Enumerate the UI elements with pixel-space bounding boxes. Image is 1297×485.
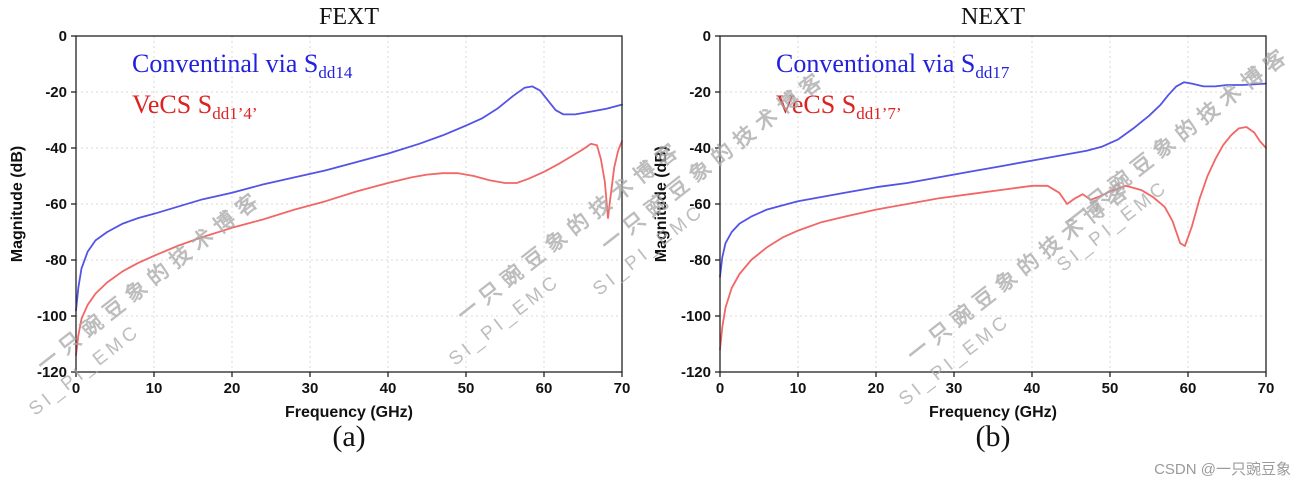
x-tick-label: 30 — [946, 380, 963, 397]
legend-entry-0: Conventinal via Sdd14 — [132, 49, 353, 82]
next-chart-panel: 0 10 20 30 40 50 60 70 0 -20 -40 -60 -80 -100 -120 Freq… — [650, 2, 1290, 454]
x-tick-label: 70 — [1258, 380, 1275, 397]
y-tick-label: -80 — [45, 252, 67, 269]
x-tick-label: 0 — [72, 380, 80, 397]
y-axis-label: Magnitude (dB) — [653, 146, 670, 262]
csdn-credit: CSDN @一只豌豆象 — [1154, 461, 1291, 478]
x-tick-label: 20 — [868, 380, 885, 397]
series-path-0 — [75, 85, 623, 312]
next-chart: 0 10 20 30 40 50 60 70 0 -20 -40 -60 -80 -100 -120 Freq… — [653, 4, 1275, 421]
y-tick-label: -80 — [689, 252, 711, 269]
x-tick-label: 40 — [380, 380, 397, 397]
x-tick-label: 10 — [790, 380, 807, 397]
legend-entry-0: Conventional via Sdd17 — [776, 49, 1010, 82]
chart-title: FEXT — [319, 4, 379, 30]
chart-title: NEXT — [961, 4, 1025, 30]
x-tick-label: 60 — [536, 380, 553, 397]
y-tick-label: -20 — [689, 84, 711, 101]
y-tick-label: -120 — [681, 364, 711, 381]
x-tick-label: 50 — [458, 380, 475, 397]
x-axis-label: Frequency (GHz) — [285, 404, 413, 421]
y-axis-label: Magnitude (dB) — [9, 146, 26, 262]
series-path-0 — [719, 81, 1267, 278]
y-tick-label: -100 — [681, 308, 711, 325]
y-tick-label: -60 — [689, 196, 711, 213]
y-tick-label: -20 — [45, 84, 67, 101]
y-tick-label: -40 — [45, 140, 67, 157]
series-path-1 — [719, 126, 1267, 351]
y-tick-label: 0 — [703, 28, 711, 45]
x-tick-label: 60 — [1180, 380, 1197, 397]
x-tick-label: 40 — [1024, 380, 1041, 397]
legend-entry-1: VeCS Sdd1’7’ — [776, 90, 902, 123]
x-tick-label: 20 — [224, 380, 241, 397]
x-tick-label: 70 — [614, 380, 631, 397]
legend-entry-1: VeCS Sdd1’4’ — [132, 90, 258, 123]
x-axis-label: Frequency (GHz) — [929, 404, 1057, 421]
y-tick-label: -120 — [37, 364, 67, 381]
x-tick-label: 50 — [1102, 380, 1119, 397]
series-path-1 — [75, 140, 623, 357]
fext-sublabel: (a) — [332, 420, 366, 453]
fext-chart-panel: 0 10 20 30 40 50 60 70 0 -20 -40 -60 -80 -100 -120 Freq… — [6, 2, 646, 454]
x-tick-label: 30 — [302, 380, 319, 397]
y-tick-label: -100 — [37, 308, 67, 325]
y-tick-label: 0 — [59, 28, 67, 45]
x-tick-label: 10 — [146, 380, 163, 397]
fext-chart: 0 10 20 30 40 50 60 70 0 -20 -40 -60 -80 -100 -120 Freq… — [9, 4, 631, 421]
x-tick-label: 0 — [716, 380, 724, 397]
next-sublabel: (b) — [975, 420, 1011, 453]
y-tick-label: -60 — [45, 196, 67, 213]
y-tick-label: -40 — [689, 140, 711, 157]
